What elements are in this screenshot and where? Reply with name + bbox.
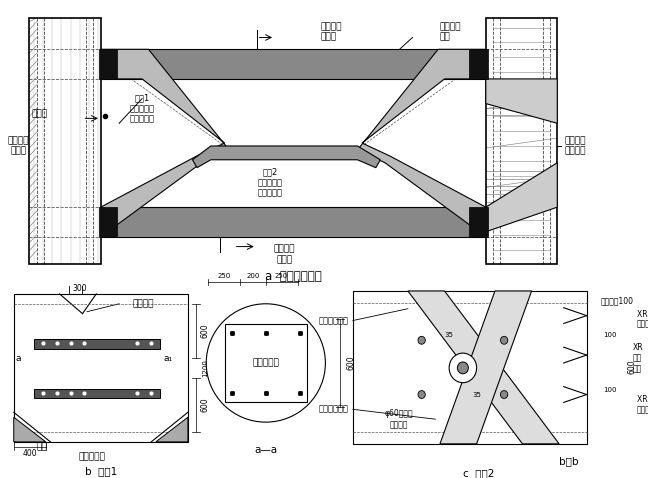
Bar xyxy=(14,294,188,442)
Bar xyxy=(469,49,488,79)
Text: 虚交点: 虚交点 xyxy=(32,109,48,118)
Text: 300: 300 xyxy=(73,284,87,293)
Bar xyxy=(34,389,161,399)
Circle shape xyxy=(457,362,469,374)
Bar xyxy=(29,18,101,264)
Text: 伸臂桁架
上弦杆: 伸臂桁架 上弦杆 xyxy=(321,22,342,41)
Text: c  节点2: c 节点2 xyxy=(463,468,494,478)
Text: b－b: b－b xyxy=(559,456,578,467)
Polygon shape xyxy=(358,49,486,237)
Text: 35: 35 xyxy=(472,391,481,398)
Text: 临时连接板: 临时连接板 xyxy=(78,452,105,461)
Text: 35: 35 xyxy=(445,332,454,338)
Bar xyxy=(99,49,117,79)
Polygon shape xyxy=(156,417,188,442)
Polygon shape xyxy=(408,291,559,444)
Text: a—a: a—a xyxy=(254,445,277,455)
Circle shape xyxy=(449,353,477,383)
Text: 600: 600 xyxy=(201,397,210,412)
Bar xyxy=(99,207,117,237)
Bar xyxy=(469,207,488,237)
Text: 临时连接板: 临时连接板 xyxy=(252,358,279,368)
Text: XR 焊
后磨平: XR 焊 后磨平 xyxy=(637,395,648,414)
Text: b  节点1: b 节点1 xyxy=(85,467,117,477)
Text: 100: 100 xyxy=(603,332,616,338)
Text: a: a xyxy=(16,354,21,362)
Text: 600: 600 xyxy=(201,323,210,338)
Text: 1200: 1200 xyxy=(202,359,208,377)
Circle shape xyxy=(500,337,508,344)
Bar xyxy=(353,291,586,444)
Text: 核心筒框
架钢管柱: 核心筒框 架钢管柱 xyxy=(565,136,586,156)
Circle shape xyxy=(418,337,425,344)
Polygon shape xyxy=(486,79,557,123)
Text: 100: 100 xyxy=(603,387,616,392)
Text: 伸臂桁架弦杆: 伸臂桁架弦杆 xyxy=(318,316,349,325)
Text: 现场焊缝100: 现场焊缝100 xyxy=(600,296,633,305)
Polygon shape xyxy=(14,417,46,442)
Text: 400: 400 xyxy=(23,449,38,458)
Polygon shape xyxy=(440,291,531,444)
Text: 600: 600 xyxy=(628,359,637,374)
Polygon shape xyxy=(486,163,557,232)
Bar xyxy=(101,49,486,79)
Text: 伸臂桁架腹杆: 伸臂桁架腹杆 xyxy=(318,405,349,414)
Text: 柱壁: 柱壁 xyxy=(37,442,47,451)
Text: 伸臂桁架
下弦杆: 伸臂桁架 下弦杆 xyxy=(273,245,295,264)
Text: XR 焊
后磨平: XR 焊 后磨平 xyxy=(637,309,648,328)
Text: 节点1
伸臂桁架弦
杆临时连接: 节点1 伸臂桁架弦 杆临时连接 xyxy=(130,94,155,123)
Text: a₁: a₁ xyxy=(163,354,172,362)
Polygon shape xyxy=(101,49,229,237)
Bar xyxy=(486,18,557,264)
Text: 节点2
伸臂桁架腹
杆临时连接: 节点2 伸臂桁架腹 杆临时连接 xyxy=(258,168,283,197)
Circle shape xyxy=(500,391,508,399)
Bar xyxy=(225,324,307,402)
Text: a  伸臂桁架剖面: a 伸臂桁架剖面 xyxy=(265,270,321,282)
Polygon shape xyxy=(192,146,380,168)
Bar xyxy=(101,207,486,237)
Text: 外筒框架
钢管柱: 外筒框架 钢管柱 xyxy=(8,136,29,156)
Text: 现场焊缝: 现场焊缝 xyxy=(133,299,154,308)
Text: 250: 250 xyxy=(217,273,230,279)
Bar xyxy=(34,339,161,349)
Text: XR
焊后
磨平: XR 焊后 磨平 xyxy=(632,343,643,373)
Text: 600: 600 xyxy=(347,356,356,370)
Text: φ60的销轴
销轴连接: φ60的销轴 销轴连接 xyxy=(384,410,413,429)
Text: 250: 250 xyxy=(275,273,288,279)
Circle shape xyxy=(418,391,425,399)
Text: 200: 200 xyxy=(246,273,260,279)
Text: 现场连接
焊缝: 现场连接 焊缝 xyxy=(440,22,461,41)
